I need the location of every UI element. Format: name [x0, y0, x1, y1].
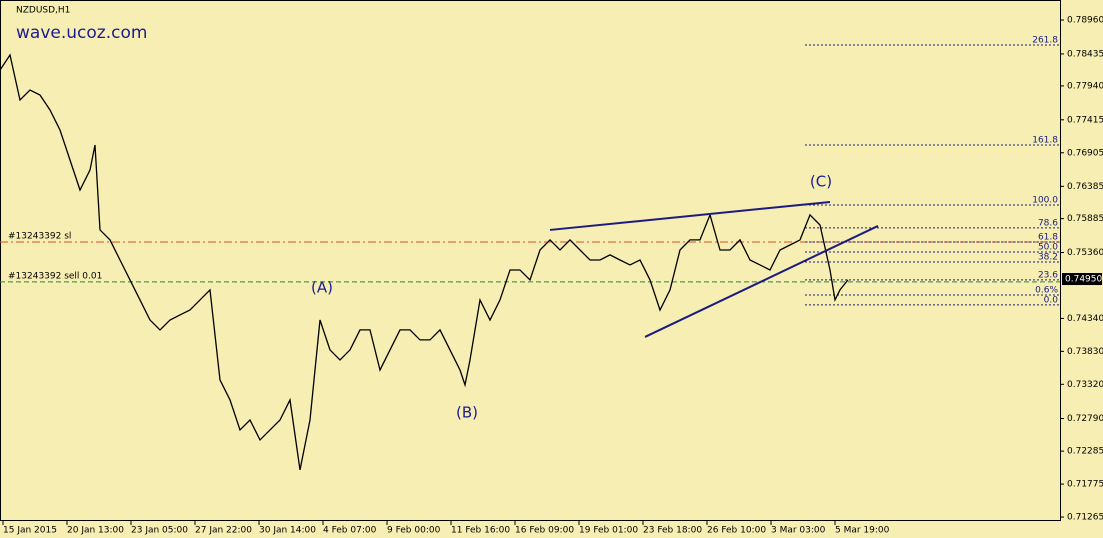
price-line: [0, 53, 849, 471]
x-tick-label: 5 Mar 19:00: [835, 526, 890, 536]
x-tick-label: 20 Jan 13:00: [67, 526, 124, 536]
order-label: #13243392 sl: [8, 231, 71, 241]
y-tick-label: 0.74340: [1067, 314, 1103, 324]
fib-label: 38.2: [1038, 252, 1058, 262]
fib-label: 161.8: [1032, 136, 1058, 146]
plot-frame: [0, 0, 1061, 521]
y-tick-label: 0.73830: [1067, 347, 1103, 357]
y-tick-label: 0.72790: [1067, 414, 1103, 424]
fib-label: 23.6: [1038, 270, 1058, 280]
x-tick-label: 4 Feb 07:00: [323, 526, 377, 536]
current-price-box: [1062, 273, 1102, 286]
fib-label: 50.0: [1038, 242, 1058, 252]
fib-label: 78.6: [1038, 218, 1058, 228]
x-tick-label: 27 Jan 22:00: [195, 526, 252, 536]
wave-label: (A): [311, 278, 333, 296]
y-tick-label: 0.71775: [1067, 480, 1103, 490]
x-tick-label: 16 Feb 09:00: [515, 526, 574, 536]
y-tick-label: 0.76905: [1067, 148, 1103, 158]
x-tick-label: 19 Feb 01:00: [579, 526, 638, 536]
x-tick-label: 11 Feb 16:00: [451, 526, 510, 536]
x-tick-label: 3 Mar 03:00: [771, 526, 826, 536]
x-tick-label: 30 Jan 14:00: [259, 526, 316, 536]
wave-label: (B): [456, 403, 478, 421]
x-tick-label: 23 Jan 05:00: [131, 526, 188, 536]
y-tick-label: 0.77415: [1067, 115, 1103, 125]
chart-title: NZDUSD,H1: [16, 6, 70, 16]
y-tick-label: 0.75885: [1067, 214, 1103, 224]
x-tick-label: 9 Feb 00:00: [387, 526, 441, 536]
y-tick-label: 0.77940: [1067, 81, 1103, 91]
x-tick-label: 15 Jan 2015: [3, 526, 57, 536]
x-tick-label: 23 Feb 18:00: [643, 526, 702, 536]
y-tick-label: 0.72285: [1067, 447, 1103, 457]
fib-label: 0.6%: [1035, 285, 1058, 295]
y-tick-label: 0.73320: [1067, 380, 1103, 390]
y-tick-label: 0.75360: [1067, 248, 1103, 258]
order-label: #13243392 sell 0.01: [8, 271, 102, 281]
trendline: [549, 200, 831, 231]
wave-label: (C): [810, 172, 832, 190]
fib-label: 0.0: [1044, 295, 1059, 305]
trendline: [644, 225, 879, 338]
y-tick-label: 0.78435: [1067, 49, 1103, 59]
fib-label: 100.0: [1032, 195, 1058, 205]
fib-label: 261.8: [1032, 36, 1058, 46]
y-tick-label: 0.76385: [1067, 182, 1103, 192]
y-tick-label: 0.71265: [1067, 513, 1103, 523]
current-price-label: 0.74950: [1065, 275, 1102, 285]
fib-label: 61.8: [1038, 232, 1058, 242]
y-tick-label: 0.78960: [1067, 16, 1103, 26]
watermark: wave.ucoz.com: [16, 23, 147, 43]
x-tick-label: 26 Feb 10:00: [707, 526, 766, 536]
